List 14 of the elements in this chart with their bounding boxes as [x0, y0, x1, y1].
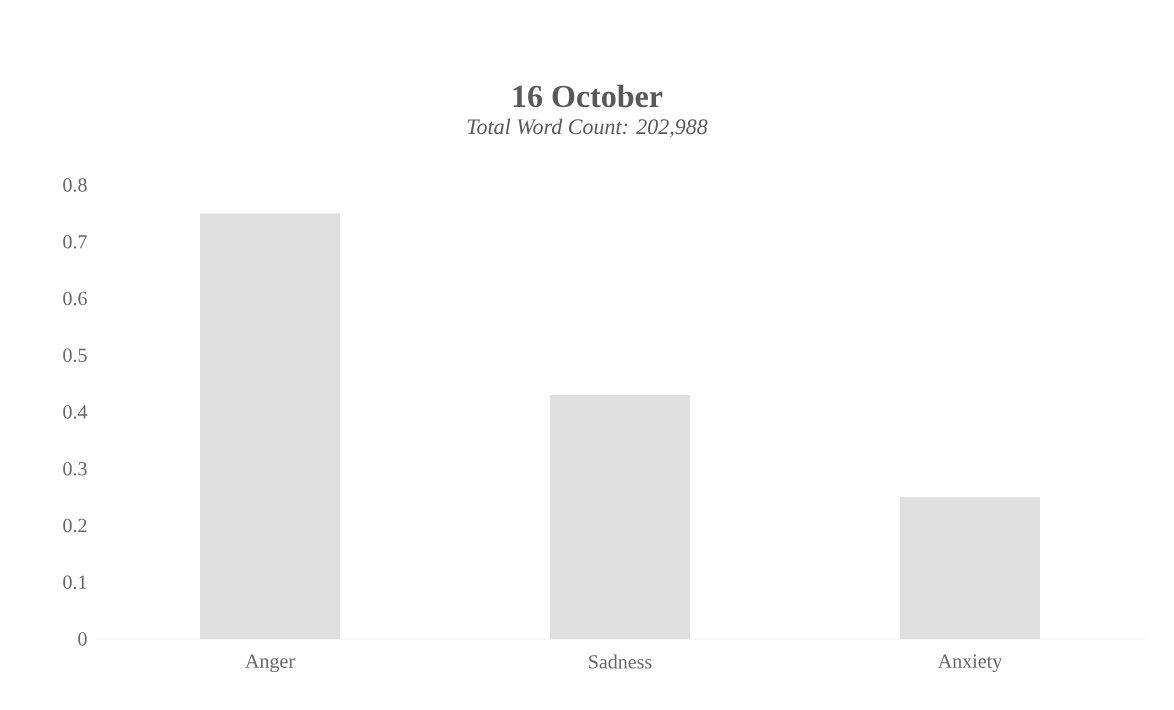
- y-tick-label: 0.2: [63, 518, 87, 533]
- x-tick-label: Sadness: [589, 654, 652, 669]
- y-tick-label: 0.8: [63, 178, 87, 192]
- y-tick-label: 0.6: [63, 291, 87, 306]
- chart-subtitle: Total Word Count: 202,988: [467, 118, 708, 138]
- y-tick-label: 0: [78, 632, 87, 646]
- x-tick-label: Anger: [245, 654, 295, 673]
- y-tick-label: 0.3: [63, 461, 87, 476]
- x-tick-label: Anxiety: [937, 654, 1003, 673]
- y-tick-label: 0.5: [63, 348, 87, 363]
- y-tick-label: 0.4: [63, 405, 88, 419]
- chart-title: 16 October: [513, 84, 663, 108]
- y-tick-label: 0.7: [63, 234, 87, 249]
- y-tick-label: 0.1: [63, 575, 87, 590]
